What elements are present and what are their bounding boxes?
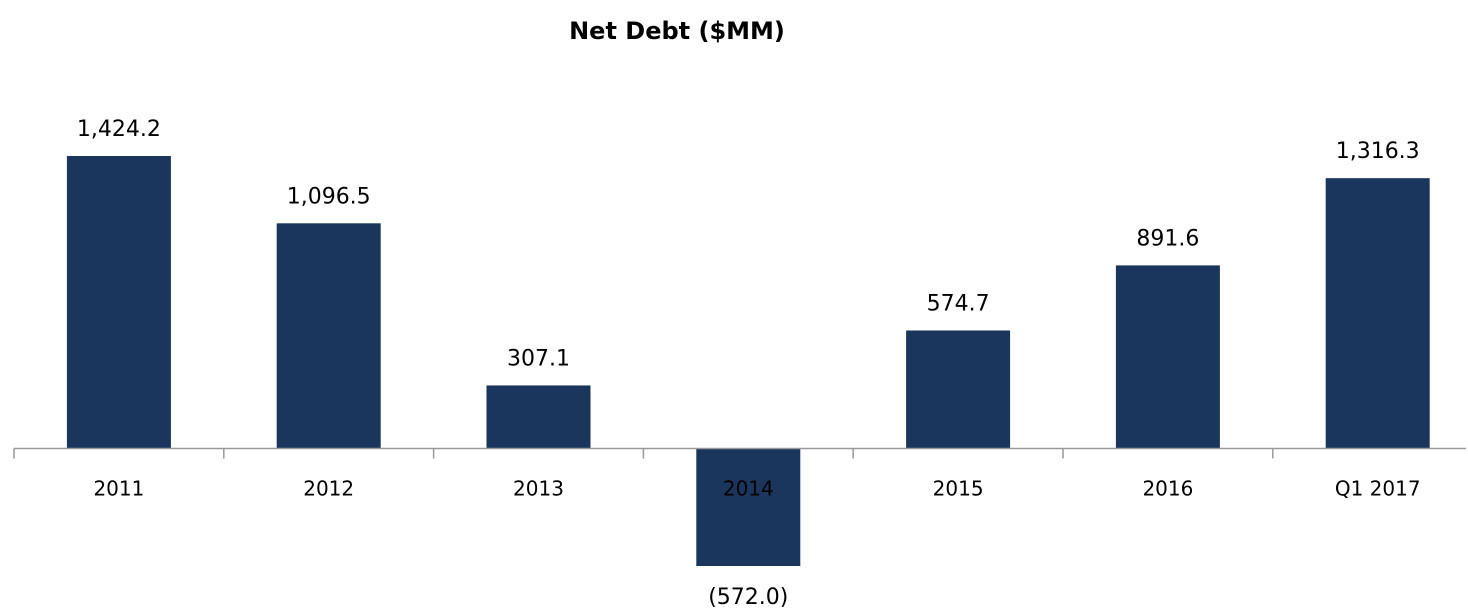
x-tick-label: 2012 bbox=[303, 477, 354, 501]
x-tick-label: 2011 bbox=[93, 477, 144, 501]
bar bbox=[696, 448, 801, 566]
x-tick-label: 2013 bbox=[513, 477, 564, 501]
value-label: 307.1 bbox=[507, 346, 570, 371]
value-label: 574.7 bbox=[927, 291, 990, 316]
bar bbox=[486, 385, 591, 449]
x-tick-label: 2015 bbox=[933, 477, 984, 501]
x-tick-label: 2014 bbox=[723, 477, 774, 501]
bar bbox=[1325, 178, 1430, 449]
x-tick-label: 2016 bbox=[1142, 477, 1193, 501]
bar bbox=[906, 330, 1011, 449]
bar bbox=[66, 156, 171, 449]
value-label: (572.0) bbox=[708, 585, 788, 608]
bar bbox=[1115, 265, 1220, 449]
bar bbox=[276, 223, 381, 449]
value-label: 1,424.2 bbox=[77, 117, 161, 142]
value-label: 1,096.5 bbox=[287, 184, 371, 209]
value-label: 1,316.3 bbox=[1336, 139, 1420, 164]
value-label: 891.6 bbox=[1136, 226, 1199, 251]
x-tick-label: Q1 2017 bbox=[1335, 477, 1421, 501]
chart-title: Net Debt ($MM) bbox=[569, 17, 785, 45]
